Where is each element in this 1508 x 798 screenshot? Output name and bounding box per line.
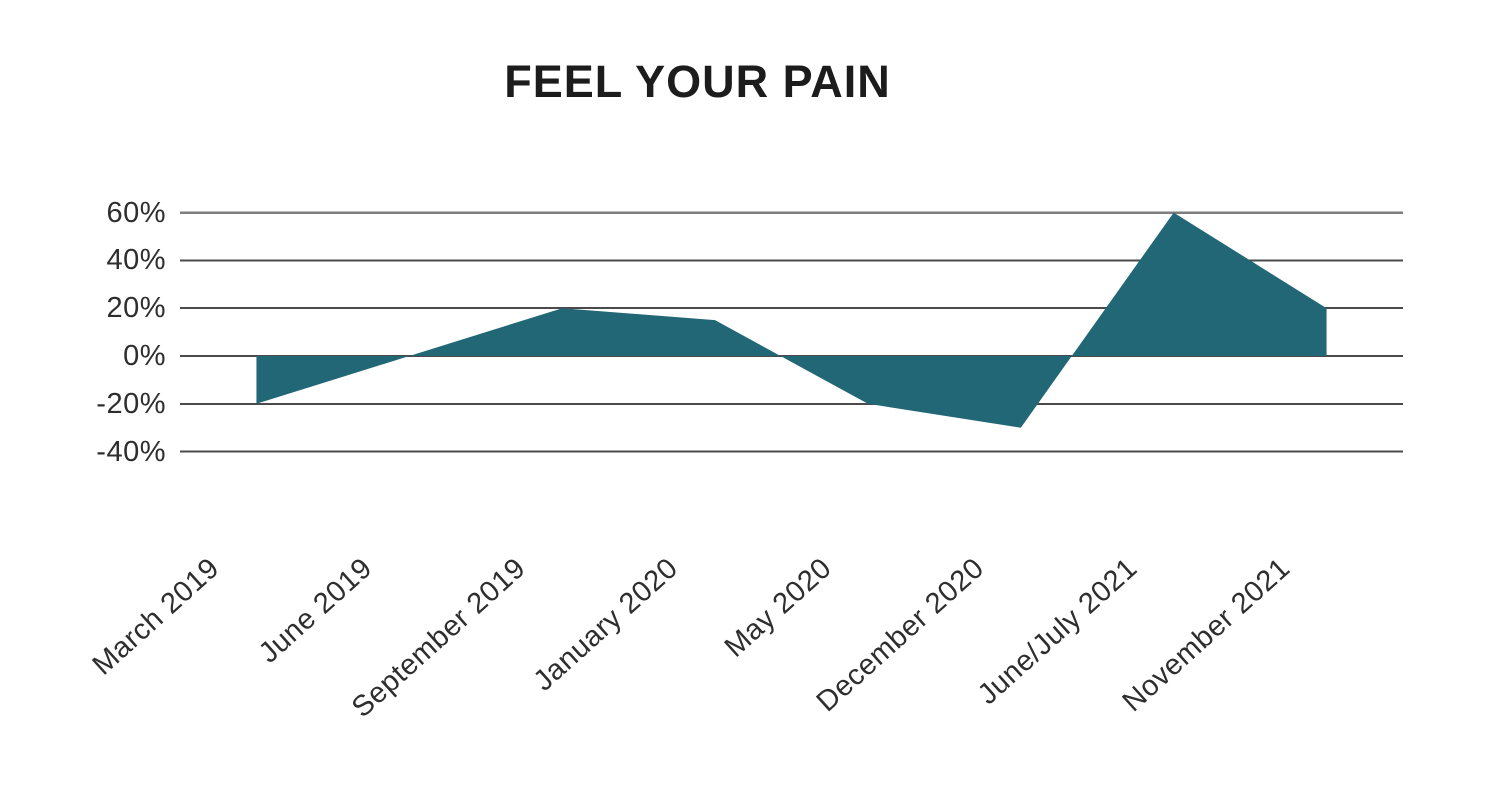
y-axis-tick-label: -40% [96,435,166,468]
y-axis-tick-label: 60% [106,196,166,229]
y-axis-tick-label: 0% [123,340,166,372]
y-axis-tick-label: 40% [106,244,166,277]
y-axis-tick-label: 20% [106,292,166,325]
chart-title: FEEL YOUR PAIN [504,56,891,107]
y-axis-tick-label: -20% [96,387,166,420]
area-series [256,212,1327,428]
